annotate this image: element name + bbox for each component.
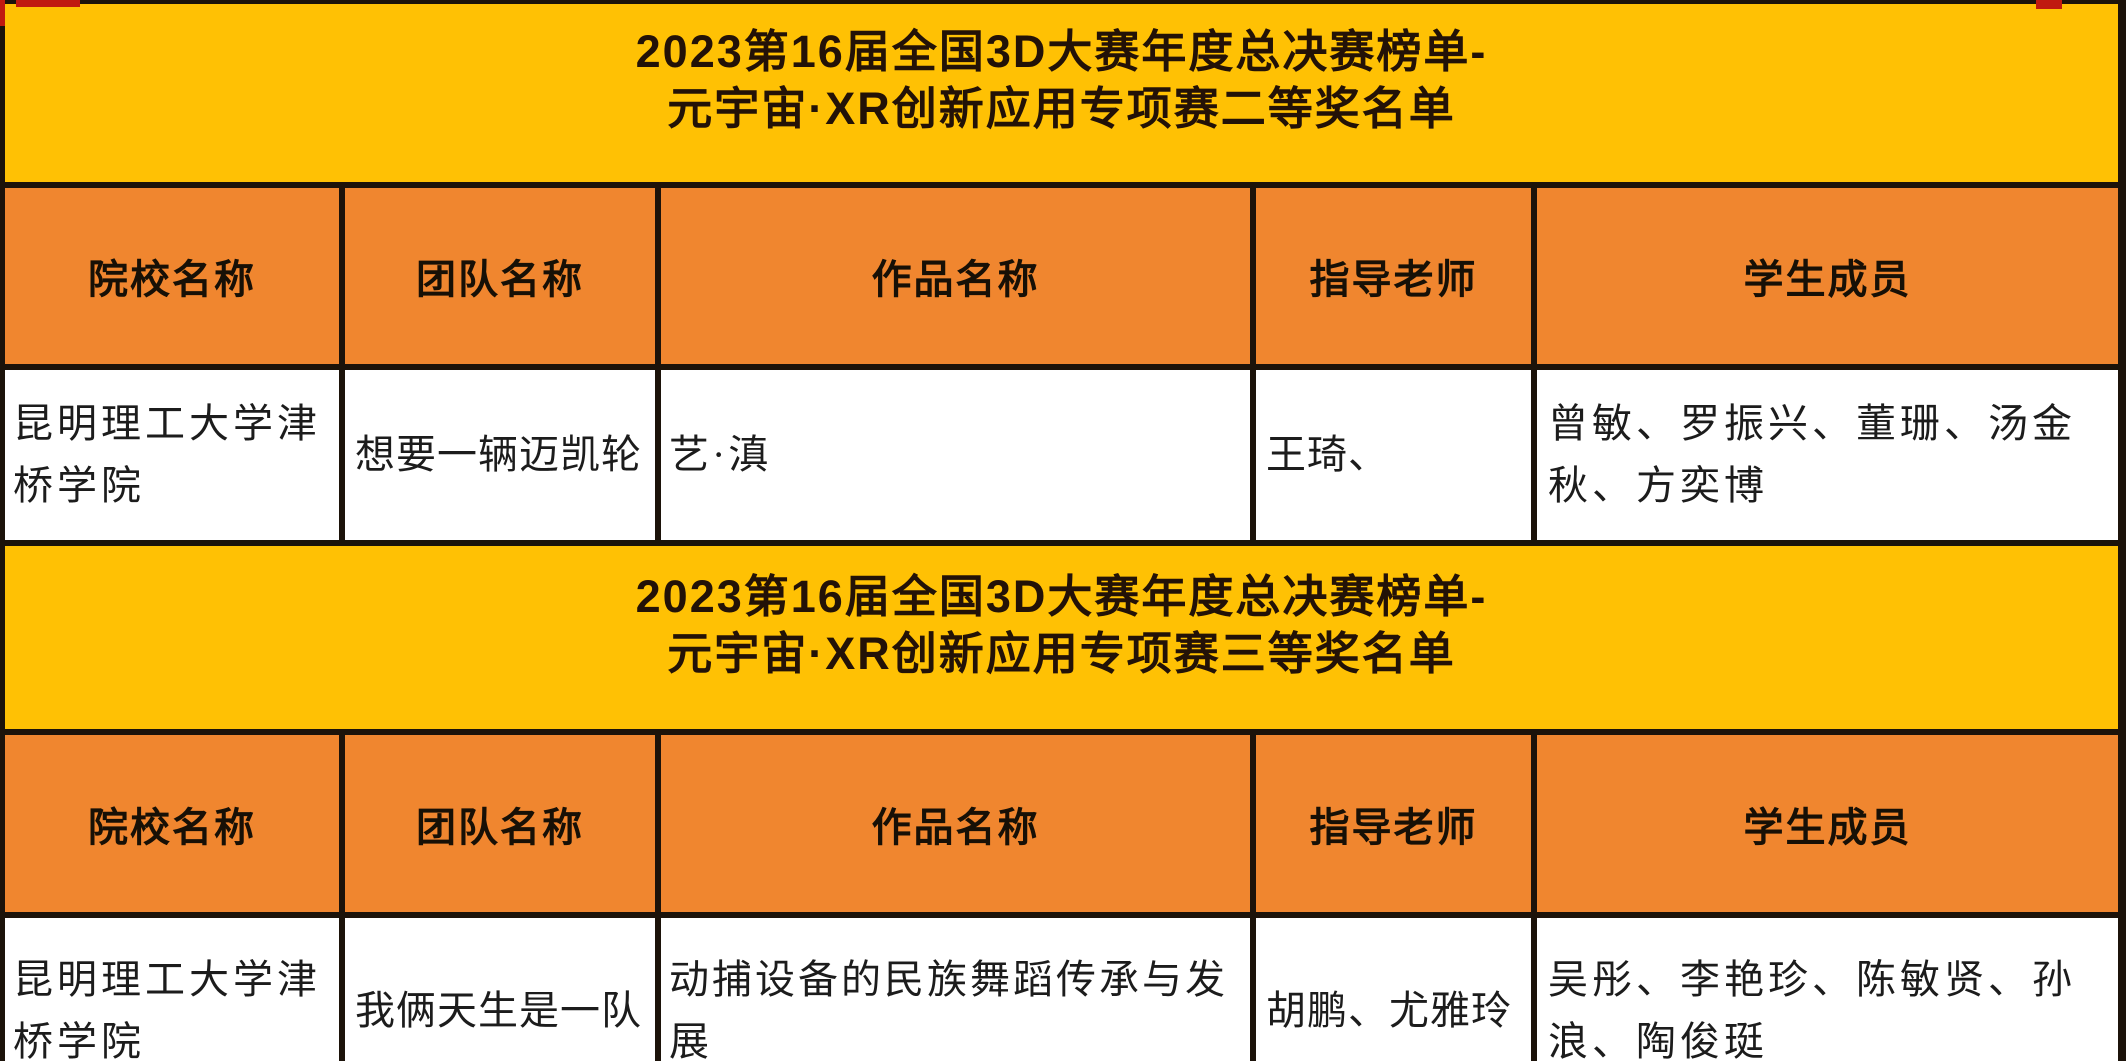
cell-school: 昆明理工大学津桥学院 xyxy=(5,918,339,1061)
third-prize-section: 2023第16届全国3D大赛年度总决赛榜单- 元宇宙·XR创新应用专项赛三等奖名… xyxy=(5,546,2118,1061)
table-header-row: 院校名称 团队名称 作品名称 指导老师 学生成员 xyxy=(5,735,2118,912)
cell-team-text: 我俩天生是一队 xyxy=(355,987,642,1033)
cell-team: 想要一辆迈凯轮 xyxy=(345,370,655,540)
column-header-work: 作品名称 xyxy=(661,188,1250,364)
column-header-team: 团队名称 xyxy=(345,188,655,364)
section-title-banner: 2023第16届全国3D大赛年度总决赛榜单- 元宇宙·XR创新应用专项赛二等奖名… xyxy=(5,4,2118,182)
section-title-line1: 2023第16届全国3D大赛年度总决赛榜单- xyxy=(635,26,1488,77)
table-header-row: 院校名称 团队名称 作品名称 指导老师 学生成员 xyxy=(5,188,2118,364)
cell-students: 曾敏、罗振兴、董珊、汤金秋、方奕博 xyxy=(1537,370,2118,540)
cell-work: 艺·滇 xyxy=(661,370,1250,540)
column-header-school: 院校名称 xyxy=(5,188,339,364)
table-row: 昆明理工大学津桥学院 想要一辆迈凯轮 艺·滇 王琦、 曾敏、罗振兴、董珊、汤金秋… xyxy=(5,370,2118,540)
red-border-artifact-top-left xyxy=(16,0,80,7)
red-border-artifact-top-right xyxy=(2036,0,2062,9)
column-header-team: 团队名称 xyxy=(345,735,655,912)
cell-school-text: 昆明理工大学津桥学院 xyxy=(13,401,321,508)
cell-school: 昆明理工大学津桥学院 xyxy=(5,370,339,540)
cell-work-text: 艺·滇 xyxy=(669,432,772,477)
column-header-teacher: 指导老师 xyxy=(1256,735,1531,912)
cell-work-text: 动捕设备的民族舞蹈传承与发展 xyxy=(669,956,1228,1061)
cell-teacher-text: 胡鹏、尤雅玲 xyxy=(1266,987,1512,1033)
section-title-line2: 元宇宙·XR创新应用专项赛三等奖名单 xyxy=(667,627,1456,679)
column-header-students: 学生成员 xyxy=(1537,188,2118,364)
cell-teacher-text: 王琦、 xyxy=(1266,432,1389,477)
red-border-artifact-left xyxy=(0,0,5,26)
second-prize-section: 2023第16届全国3D大赛年度总决赛榜单- 元宇宙·XR创新应用专项赛二等奖名… xyxy=(5,4,2118,540)
table-row: 昆明理工大学津桥学院 我俩天生是一队 动捕设备的民族舞蹈传承与发展 胡鹏、尤雅玲… xyxy=(5,918,2118,1061)
cell-teacher: 王琦、 xyxy=(1256,370,1531,540)
section-title-line2: 元宇宙·XR创新应用专项赛二等奖名单 xyxy=(667,83,1456,134)
cell-teacher: 胡鹏、尤雅玲 xyxy=(1256,918,1531,1061)
column-header-work: 作品名称 xyxy=(661,735,1250,912)
column-header-students: 学生成员 xyxy=(1537,735,2118,912)
cell-students: 吴彤、李艳珍、陈敏贤、孙浪、陶俊珽 xyxy=(1537,918,2118,1061)
section-title-banner: 2023第16届全国3D大赛年度总决赛榜单- 元宇宙·XR创新应用专项赛三等奖名… xyxy=(5,546,2118,729)
column-header-teacher: 指导老师 xyxy=(1256,188,1531,364)
cell-students-text: 曾敏、罗振兴、董珊、汤金秋、方奕博 xyxy=(1548,401,2076,508)
cell-team-text: 想要一辆迈凯轮 xyxy=(355,432,642,477)
cell-team: 我俩天生是一队 xyxy=(345,918,655,1061)
cell-students-text: 吴彤、李艳珍、陈敏贤、孙浪、陶俊珽 xyxy=(1548,956,2076,1061)
column-header-school: 院校名称 xyxy=(5,735,339,912)
section-title-line1: 2023第16届全国3D大赛年度总决赛榜单- xyxy=(635,570,1488,622)
cell-school-text: 昆明理工大学津桥学院 xyxy=(13,956,321,1061)
cell-work: 动捕设备的民族舞蹈传承与发展 xyxy=(661,918,1250,1061)
